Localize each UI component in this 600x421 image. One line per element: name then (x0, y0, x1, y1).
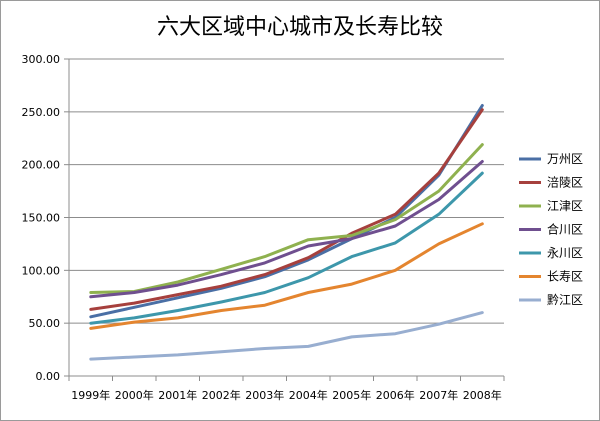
legend-label: 永川区 (547, 246, 583, 260)
x-tick-label: 2006年 (376, 388, 415, 402)
x-tick-label: 2002年 (202, 388, 241, 402)
series-line-7 (89, 311, 484, 361)
chart-title: 六大区域中心城市及长寿比较 (157, 15, 443, 40)
y-tick-label: 100.00 (22, 264, 61, 277)
y-tick-label: 150.00 (22, 212, 61, 225)
series-line-4 (89, 160, 484, 299)
legend-label: 江津区 (547, 199, 583, 213)
gridlines (69, 58, 504, 377)
x-tick-label: 2005年 (332, 388, 371, 402)
legend-label: 涪陵区 (547, 175, 583, 190)
series-line-5 (89, 171, 484, 325)
y-tick-label: 300.00 (22, 53, 61, 66)
y-tick-label: 200.00 (22, 159, 61, 172)
x-tick-label: 2001年 (158, 388, 197, 402)
x-tick-label: 1999年 (71, 388, 110, 402)
series-line-3 (89, 143, 484, 294)
series-line-1 (89, 104, 484, 319)
y-tick-label: 0.00 (36, 370, 61, 383)
axes: 0.00 50.00 100.00 150.00 200.00 250.00 300.00 1… (22, 53, 505, 402)
legend-label: 黔江区 (547, 292, 583, 307)
y-tick-label: 50.00 (29, 317, 61, 330)
legend-label: 万州区 (547, 152, 583, 166)
x-tick-label: 2004年 (289, 388, 328, 402)
series-lines (89, 104, 484, 361)
legend-label: 合川区 (547, 222, 583, 237)
x-tick-label: 2003年 (245, 388, 284, 402)
x-tick-label: 2007年 (419, 388, 458, 402)
legend-label: 长寿区 (547, 270, 583, 284)
y-tick-label: 250.00 (22, 106, 61, 119)
x-tick-label: 2000年 (115, 388, 154, 402)
series-line-2 (89, 108, 484, 311)
series-line-6 (89, 222, 484, 330)
x-tick-label: 2008年 (463, 388, 502, 402)
